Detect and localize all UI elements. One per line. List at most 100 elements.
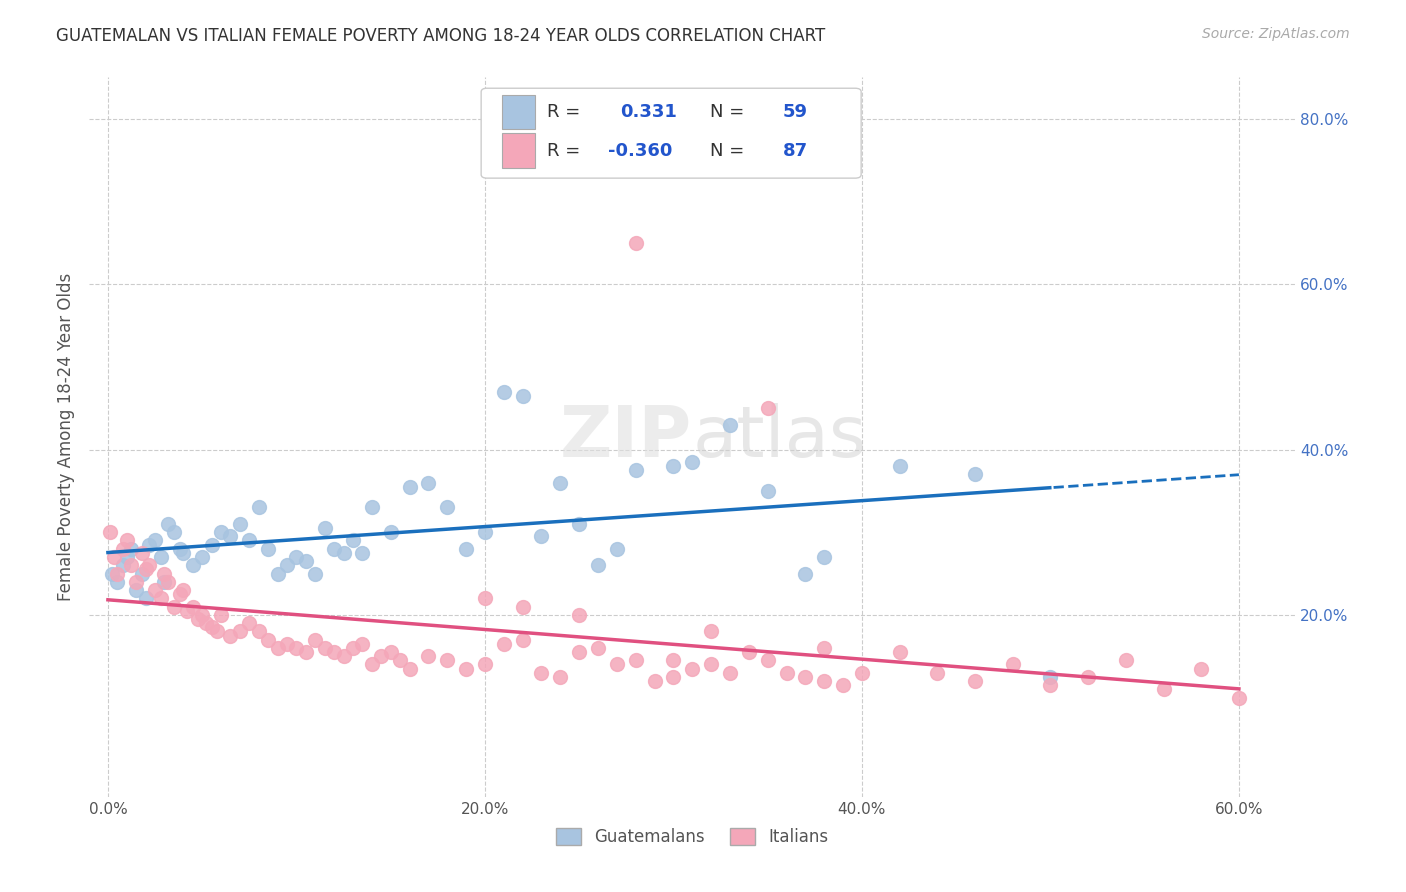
Point bbox=[436, 500, 458, 515]
Point bbox=[135, 591, 157, 606]
Point bbox=[1039, 678, 1062, 692]
Point bbox=[586, 558, 609, 573]
Point bbox=[775, 665, 797, 680]
Point bbox=[163, 599, 186, 614]
Point bbox=[266, 640, 288, 655]
Point bbox=[1039, 670, 1062, 684]
Point bbox=[662, 653, 685, 667]
Point bbox=[257, 541, 280, 556]
Point bbox=[1153, 682, 1175, 697]
Point bbox=[644, 673, 666, 688]
Point bbox=[181, 599, 204, 614]
Point bbox=[169, 541, 191, 556]
Point bbox=[314, 640, 336, 655]
Point bbox=[138, 538, 160, 552]
Point bbox=[963, 467, 986, 482]
Point bbox=[149, 549, 172, 564]
Point bbox=[238, 616, 260, 631]
Point bbox=[352, 637, 374, 651]
Point bbox=[191, 549, 214, 564]
Legend: Guatemalans, Italians: Guatemalans, Italians bbox=[550, 822, 835, 853]
Point bbox=[247, 500, 270, 515]
Point bbox=[851, 665, 873, 680]
Point bbox=[1001, 657, 1024, 672]
Point bbox=[266, 566, 288, 581]
Point bbox=[436, 653, 458, 667]
Point bbox=[492, 384, 515, 399]
Point bbox=[143, 582, 166, 597]
Point bbox=[550, 475, 572, 490]
Point bbox=[115, 549, 138, 564]
Point bbox=[332, 649, 354, 664]
Point bbox=[1115, 653, 1137, 667]
Point bbox=[360, 500, 382, 515]
Text: GUATEMALAN VS ITALIAN FEMALE POVERTY AMONG 18-24 YEAR OLDS CORRELATION CHART: GUATEMALAN VS ITALIAN FEMALE POVERTY AMO… bbox=[56, 27, 825, 45]
Point bbox=[157, 574, 180, 589]
Point bbox=[474, 591, 496, 606]
Point bbox=[342, 533, 364, 548]
Point bbox=[304, 632, 326, 647]
Point bbox=[207, 624, 229, 639]
Point bbox=[209, 525, 232, 540]
Point bbox=[98, 525, 121, 540]
Point bbox=[624, 653, 647, 667]
Point bbox=[247, 624, 270, 639]
Point bbox=[229, 516, 252, 531]
Point bbox=[105, 566, 128, 581]
Point bbox=[169, 587, 191, 601]
Text: N =: N = bbox=[710, 103, 751, 120]
Point bbox=[323, 541, 346, 556]
Point bbox=[181, 558, 204, 573]
Point bbox=[718, 417, 741, 432]
FancyBboxPatch shape bbox=[481, 88, 860, 178]
Point bbox=[454, 662, 477, 676]
Point bbox=[238, 533, 260, 548]
Point bbox=[100, 566, 122, 581]
Point bbox=[550, 670, 572, 684]
Text: N =: N = bbox=[710, 142, 751, 160]
Point bbox=[115, 533, 138, 548]
Text: 87: 87 bbox=[783, 142, 808, 160]
Point bbox=[813, 673, 835, 688]
Point bbox=[191, 607, 214, 622]
Point bbox=[512, 599, 534, 614]
Text: ZIP: ZIP bbox=[560, 402, 692, 472]
Text: 59: 59 bbox=[783, 103, 807, 120]
Point bbox=[323, 645, 346, 659]
Text: 0.331: 0.331 bbox=[620, 103, 676, 120]
Point bbox=[1189, 662, 1212, 676]
Point bbox=[342, 640, 364, 655]
Point bbox=[285, 640, 308, 655]
Point bbox=[681, 455, 703, 469]
Text: Source: ZipAtlas.com: Source: ZipAtlas.com bbox=[1202, 27, 1350, 41]
Text: -0.360: -0.360 bbox=[607, 142, 672, 160]
Point bbox=[700, 624, 723, 639]
Point bbox=[718, 665, 741, 680]
Point bbox=[125, 582, 148, 597]
Point bbox=[209, 607, 232, 622]
Point bbox=[157, 516, 180, 531]
Point bbox=[194, 616, 217, 631]
Point bbox=[219, 628, 242, 642]
Point bbox=[111, 541, 134, 556]
Point bbox=[512, 389, 534, 403]
Point bbox=[418, 475, 440, 490]
Bar bbox=[502, 134, 536, 168]
Point bbox=[120, 541, 142, 556]
Point bbox=[606, 657, 628, 672]
Point bbox=[794, 670, 817, 684]
Text: atlas: atlas bbox=[692, 402, 866, 472]
Point bbox=[380, 525, 402, 540]
Point bbox=[756, 401, 779, 416]
Point bbox=[219, 529, 242, 543]
Point bbox=[492, 637, 515, 651]
Point bbox=[474, 525, 496, 540]
Point bbox=[172, 546, 194, 560]
Point bbox=[360, 657, 382, 672]
Point bbox=[153, 574, 176, 589]
Point bbox=[120, 558, 142, 573]
Point bbox=[963, 673, 986, 688]
Point bbox=[172, 582, 194, 597]
Point bbox=[530, 529, 553, 543]
Y-axis label: Female Poverty Among 18-24 Year Olds: Female Poverty Among 18-24 Year Olds bbox=[58, 273, 75, 601]
